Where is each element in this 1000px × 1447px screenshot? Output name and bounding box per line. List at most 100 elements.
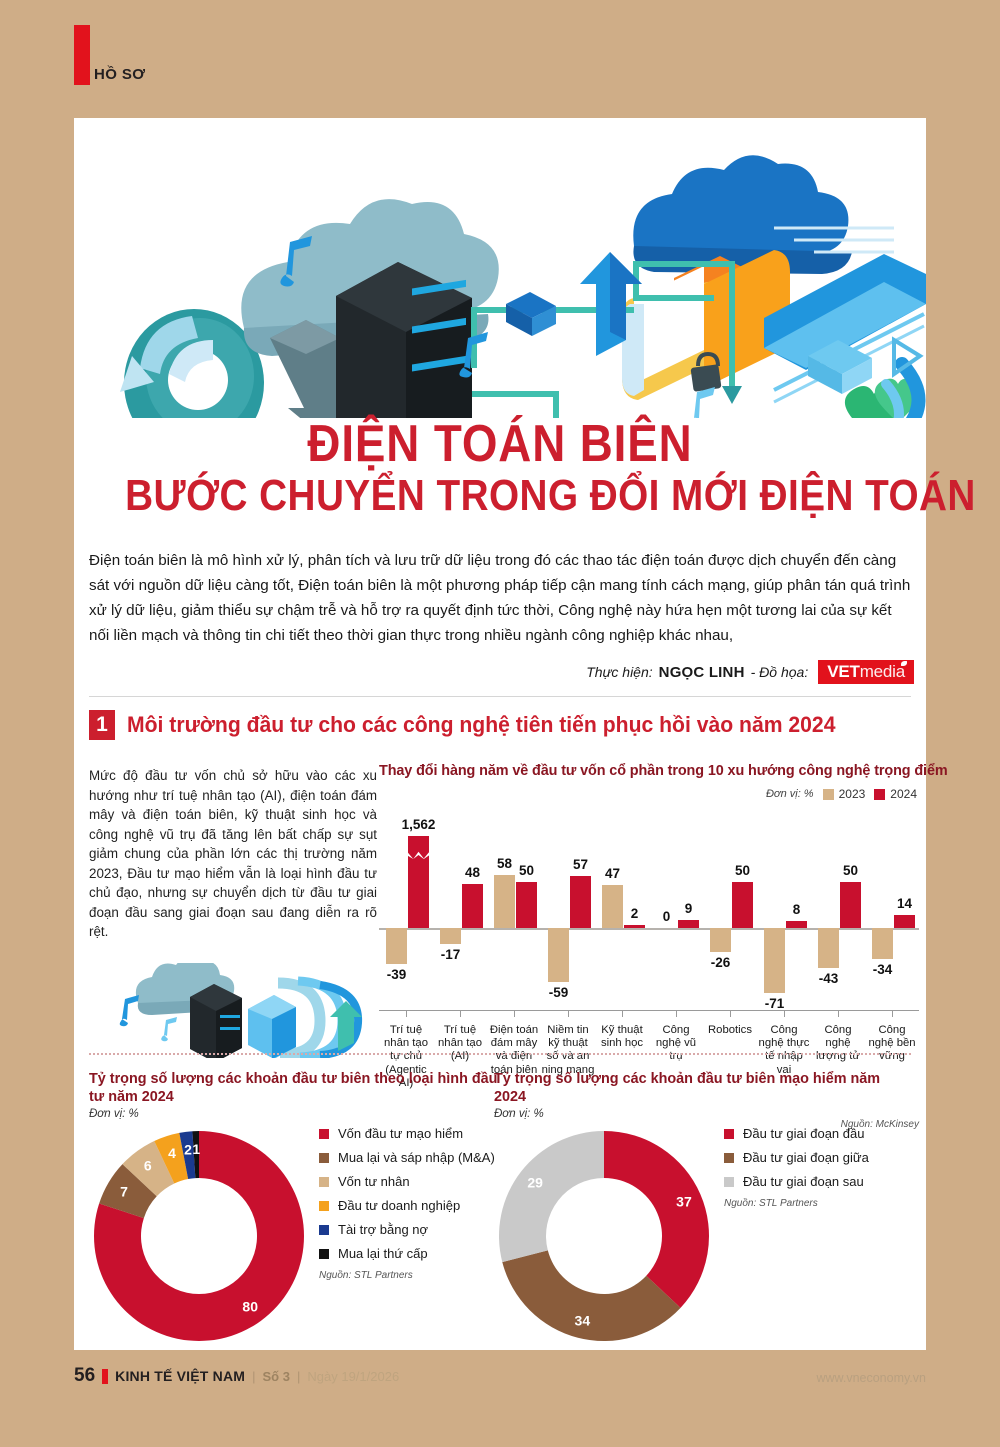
axis-tick (892, 1010, 893, 1017)
bar-value-label: -71 (764, 996, 785, 1011)
donut-legend-label-4: Tài trợ bằng nợ (338, 1222, 429, 1237)
donut-slice-value-1: 7 (120, 1184, 128, 1200)
mini-music-note-icon (119, 995, 139, 1027)
donut1-legend: Vốn đầu tư mạo hiểm Mua lại và sáp nhập (… (319, 1126, 495, 1346)
axis-tick (406, 1010, 407, 1017)
legend-label-2023: 2023 (838, 787, 866, 801)
donut2-title: Tỷ trọng số lượng các khoản đầu tư biên … (494, 1071, 881, 1105)
bar-chart-source: Nguồn: McKinsey (840, 1119, 919, 1130)
bar-2023-2 (494, 875, 515, 928)
donut-legend-label-5: Mua lại thứ cấp (338, 1246, 428, 1261)
donut-legend-item-0: Đầu tư giai đoạn đầu (724, 1126, 869, 1141)
section-1-title: Môi trường đầu tư cho các công nghệ tiên… (127, 712, 836, 737)
category-label-3: Niềm tin kỹ thuật số và an ning mạng (541, 1024, 595, 1076)
bar-2023-9 (872, 928, 893, 959)
bar-value-label: 50 (518, 863, 535, 878)
bar-value-label: -43 (818, 971, 839, 986)
blue-cloud-icon (633, 155, 852, 274)
footer-left-group: 56 KINH TẾ VIỆT NAM | Số 3 | Ngày 19/1/2… (74, 1365, 399, 1387)
wifi-swoosh-icon (881, 357, 926, 418)
donut-legend-item-2: Vốn tư nhân (319, 1174, 495, 1189)
bar-value-label: 0 (662, 909, 671, 924)
axis-tick (460, 1010, 461, 1017)
city-cloud-art (119, 956, 363, 1062)
mini-music-note-icon-2 (161, 1017, 177, 1042)
folder-icon (622, 250, 790, 400)
donut-legend-swatch-4 (319, 1224, 329, 1235)
bar-2024-7 (786, 921, 807, 928)
bar-value-label: 1,562 (401, 817, 436, 832)
category-label-7: Công nghệ thực tế nhập vai (758, 1024, 810, 1076)
connector-arrows (471, 261, 735, 418)
download-arrow-icon (270, 320, 356, 418)
music-note-icon (280, 236, 312, 287)
logo-media-text: media (859, 662, 906, 681)
bar-value-label: -26 (710, 955, 731, 970)
bar-2024-4 (624, 925, 645, 928)
byline: Thực hiện: NGỌC LINH - Đồ họa: VETmedia (586, 660, 914, 684)
bar-2024-6 (732, 882, 753, 928)
section-divider (89, 1053, 911, 1055)
donut2-legend: Đầu tư giai đoạn đầu Đầu tư giai đoạn giữ… (724, 1126, 869, 1346)
bar-value-label: 48 (464, 865, 481, 880)
bar-2024-8 (840, 882, 861, 928)
bar-chart-category-labels: Trí tuệ nhân tạo tự chủ (Agentic AI) Trí … (379, 1024, 919, 1098)
page-footer: 56 KINH TẾ VIỆT NAM | Số 3 | Ngày 19/1/2… (0, 1360, 1000, 1400)
donut-slice-3 (154, 1132, 189, 1184)
bar-value-label: -39 (386, 967, 407, 982)
lock-icon (690, 351, 722, 392)
bar-2024-2 (516, 882, 537, 928)
bar-2024-0 (408, 836, 429, 928)
category-label-4: Kỹ thuật sinh học (600, 1024, 644, 1050)
donut-slice-0 (94, 1131, 304, 1341)
footer-date: Ngày 19/1/2026 (307, 1368, 400, 1384)
donut-source: Nguồn: STL Partners (319, 1270, 413, 1281)
donut-legend-item-1: Đầu tư giai đoạn giữa (724, 1150, 869, 1165)
bar-2023-3 (548, 928, 569, 982)
donut-legend-label-2: Vốn tư nhân (338, 1174, 410, 1189)
bar-chart: Thay đổi hàng năm về đầu tư vốn cổ phần … (379, 763, 948, 1130)
bar-chart-axis (379, 1010, 919, 1020)
donut-legend-item-3: Đầu tư doanh nghiệp (319, 1198, 495, 1213)
donut-slice-4 (179, 1131, 196, 1180)
article-title-block: ĐIỆN TOÁN BIÊN BƯỚC CHUYỂN TRONG ĐỔI MỚI… (74, 418, 976, 520)
byline-divider (89, 696, 911, 697)
footer-brand: KINH TẾ VIỆT NAM (115, 1368, 246, 1384)
donut-legend-item-1: Mua lại và sáp nhập (M&A) (319, 1150, 495, 1165)
donut-legend-label-3: Đầu tư doanh nghiệp (338, 1198, 461, 1213)
lead-paragraph: Điện toán biên là mô hình xử lý, phân tí… (89, 552, 911, 644)
bar-2024-5 (678, 920, 699, 928)
legend-item-2024: 2024 (874, 787, 917, 801)
bar-value-label: 58 (496, 856, 513, 871)
bar-2023-8 (818, 928, 839, 968)
server-rack-icon (336, 262, 472, 418)
donut-slice-value-2: 6 (144, 1158, 152, 1174)
donut-slice-value-2: 29 (527, 1175, 543, 1191)
donut-slice-5 (192, 1131, 199, 1179)
bar-2024-9 (894, 915, 915, 928)
title-line-2: BƯỚC CHUYỂN TRONG ĐỔI MỚI ĐIỆN TOÁN (125, 471, 976, 520)
secondary-illustration (82, 956, 382, 1062)
donut-slice-value-1: 34 (575, 1312, 591, 1328)
donut-legend-label-2: Đầu tư giai đoạn sau (743, 1174, 864, 1189)
hero-illustration (74, 118, 926, 418)
envelope-icon (506, 292, 556, 336)
bar-value-label: 50 (842, 863, 859, 878)
bar-value-label: -34 (872, 962, 893, 977)
bar-value-label: -17 (440, 947, 461, 962)
category-label-2: Điện toán đám mây và điện toán biên (489, 1024, 539, 1076)
donut2-unit: Đơn vị: % (494, 1108, 544, 1120)
category-label-8: Công nghệ lượng tử (816, 1024, 860, 1063)
legend-label-2024: 2024 (890, 787, 917, 801)
donut-legend-swatch-1 (724, 1152, 734, 1163)
music-note-icon-2 (459, 332, 488, 378)
donut-legend-swatch-1 (319, 1152, 329, 1163)
upload-arrow-icon (580, 252, 642, 356)
logo-swoosh-icon (901, 661, 907, 666)
donut-slice-value-0: 37 (676, 1193, 692, 1209)
donut2-graphic: 37 34 29 (499, 1131, 709, 1341)
bar-value-label: 8 (792, 902, 801, 917)
axis-line (379, 1010, 919, 1011)
byline-author: NGỌC LINH (658, 663, 745, 681)
donut-legend-item-2: Đầu tư giai đoạn sau (724, 1174, 869, 1189)
